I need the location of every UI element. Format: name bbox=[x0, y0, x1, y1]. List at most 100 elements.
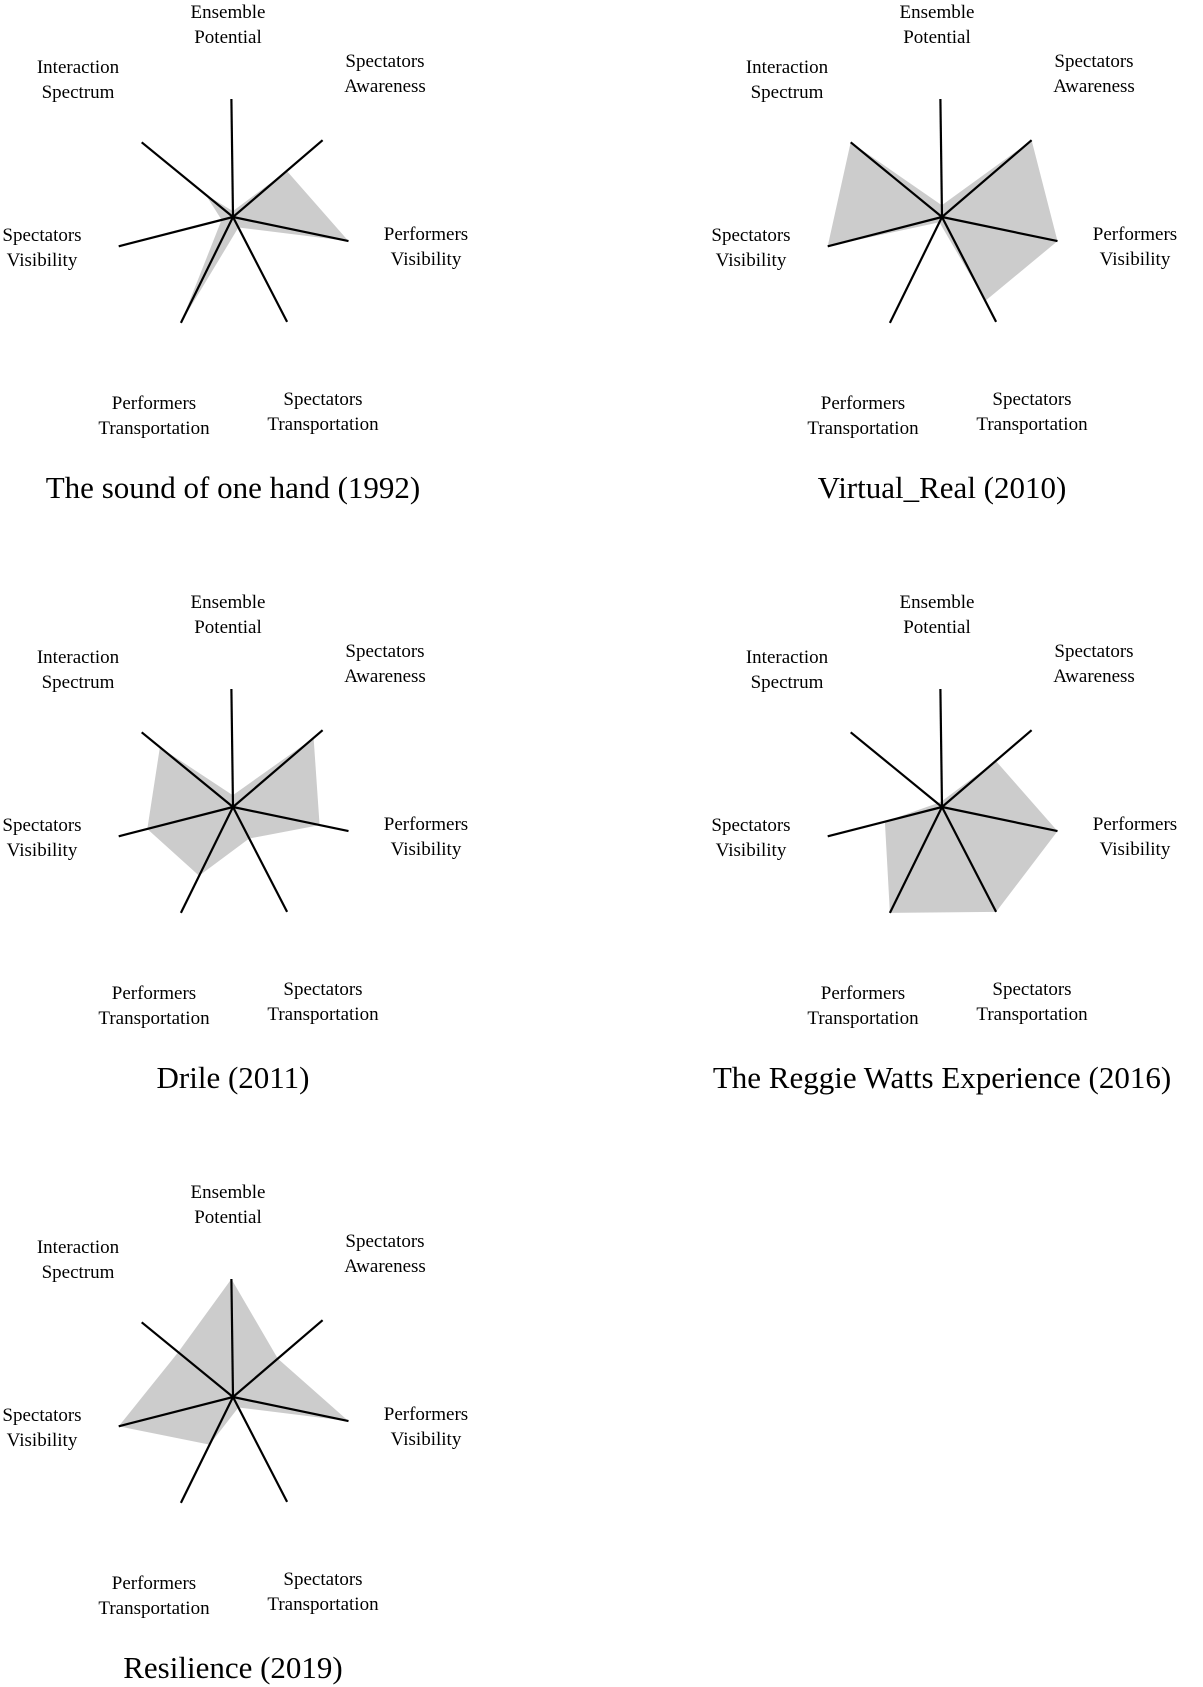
axis-label-line: Ensemble bbox=[191, 592, 266, 613]
axis-label-line: Awareness bbox=[344, 76, 426, 97]
axis-label: Spectators Awareness bbox=[344, 51, 426, 97]
axis-label-line: Visibility bbox=[391, 1429, 462, 1450]
axis-label: Performers Transportation bbox=[98, 983, 210, 1029]
axis-label-line: Spectators bbox=[992, 389, 1071, 410]
axis-label-line: Visibility bbox=[391, 839, 462, 860]
axis-spoke-5 bbox=[888, 216, 943, 324]
axis-label-line: Potential bbox=[194, 27, 262, 48]
axis-spoke-6 bbox=[118, 805, 234, 838]
axis-label-line: Potential bbox=[194, 617, 262, 638]
axis-label-line: Ensemble bbox=[900, 2, 975, 23]
axis-spoke-6 bbox=[827, 215, 943, 248]
axis-label-line: Visibility bbox=[7, 1430, 78, 1451]
chart-title: Resilience (2019) bbox=[123, 1650, 343, 1685]
chart-title: The Reggie Watts Experience (2016) bbox=[713, 1060, 1171, 1095]
axis-label: Performers Transportation bbox=[98, 393, 210, 439]
axis-label-line: Spectators bbox=[711, 815, 790, 836]
axis-label-line: Performers bbox=[112, 983, 196, 1004]
axis-label-line: Transportation bbox=[98, 1008, 210, 1029]
axis-label-line: Spectrum bbox=[42, 82, 115, 103]
axis-label-line: Transportation bbox=[976, 414, 1088, 435]
axis-label: Ensemble Potential bbox=[191, 592, 266, 638]
axis-label: Spectators Transportation bbox=[976, 389, 1088, 435]
chart-title: The sound of one hand (1992) bbox=[46, 470, 421, 505]
axis-label: Performers Visibility bbox=[384, 814, 468, 860]
axis-label-line: Transportation bbox=[807, 1008, 919, 1029]
axis-spoke-4 bbox=[232, 1396, 289, 1503]
axis-label-line: Spectators bbox=[2, 1405, 81, 1426]
axis-label-line: Spectators bbox=[283, 979, 362, 1000]
axis-label: Spectators Visibility bbox=[711, 225, 790, 271]
axis-spoke-3 bbox=[232, 215, 349, 243]
axis-label: Interaction Spectrum bbox=[746, 647, 829, 693]
chart-title: Virtual_Real (2010) bbox=[818, 470, 1067, 505]
axis-label-line: Visibility bbox=[7, 250, 78, 271]
axis-spoke-5 bbox=[179, 806, 234, 914]
axis-label-line: Performers bbox=[384, 1404, 468, 1425]
axis-label-line: Ensemble bbox=[191, 1182, 266, 1203]
axis-spoke-6 bbox=[827, 805, 943, 838]
axis-label-line: Spectators bbox=[345, 1231, 424, 1252]
axis-label: Spectators Visibility bbox=[2, 815, 81, 861]
axis-label: Performers Transportation bbox=[807, 983, 919, 1029]
axis-spoke-5 bbox=[888, 806, 943, 914]
axis-label: Performers Visibility bbox=[1093, 224, 1177, 270]
axis-spoke-2 bbox=[941, 139, 1033, 218]
axis-spoke-2 bbox=[941, 729, 1033, 808]
axis-label-line: Transportation bbox=[267, 414, 379, 435]
axis-spoke-3 bbox=[941, 215, 1058, 243]
axis-spoke-3 bbox=[232, 805, 349, 833]
axis-spoke-4 bbox=[232, 806, 289, 913]
axis-label: Spectators Visibility bbox=[2, 1405, 81, 1451]
axis-label-line: Spectrum bbox=[42, 1262, 115, 1283]
axis-label-line: Spectators bbox=[345, 51, 424, 72]
axis-label-line: Spectators bbox=[1054, 51, 1133, 72]
axis-label-line: Visibility bbox=[391, 249, 462, 270]
axis-spoke-7 bbox=[850, 731, 943, 808]
axis-label-line: Performers bbox=[1093, 814, 1177, 835]
axis-label-line: Interaction bbox=[37, 647, 120, 668]
axis-label-line: Performers bbox=[384, 224, 468, 245]
axis-label: Spectators Awareness bbox=[344, 641, 426, 687]
radar-chart-2: Ensemble Potential Spectators Awareness Perf… bbox=[711, 2, 1177, 505]
axis-label: Spectators Awareness bbox=[1053, 51, 1135, 97]
axis-label-line: Visibility bbox=[7, 840, 78, 861]
axis-spoke-6 bbox=[118, 1395, 234, 1428]
axis-label: Spectators Transportation bbox=[267, 1569, 379, 1615]
axis-spoke-6 bbox=[118, 215, 234, 248]
axis-label-line: Spectrum bbox=[42, 672, 115, 693]
radar-chart-4: Ensemble Potential Spectators Awareness Perf… bbox=[711, 592, 1177, 1095]
axis-label-line: Performers bbox=[384, 814, 468, 835]
axis-label-line: Interaction bbox=[746, 57, 829, 78]
axis-label-line: Performers bbox=[821, 983, 905, 1004]
axis-label: Performers Visibility bbox=[1093, 814, 1177, 860]
axis-spoke-2 bbox=[232, 729, 324, 808]
axis-label-line: Ensemble bbox=[900, 592, 975, 613]
axis-label-line: Visibility bbox=[716, 840, 787, 861]
axis-spoke-3 bbox=[232, 1395, 349, 1423]
axis-label: Performers Transportation bbox=[807, 393, 919, 439]
axis-spoke-4 bbox=[941, 216, 998, 323]
axis-label: Spectators Awareness bbox=[344, 1231, 426, 1277]
axis-spoke-7 bbox=[141, 141, 234, 218]
axis-label: Spectators Awareness bbox=[1053, 641, 1135, 687]
axis-label-line: Transportation bbox=[976, 1004, 1088, 1025]
axis-label: Spectators Transportation bbox=[976, 979, 1088, 1025]
axis-label-line: Awareness bbox=[1053, 76, 1135, 97]
axis-label-line: Performers bbox=[821, 393, 905, 414]
axis-label: Performers Transportation bbox=[98, 1573, 210, 1619]
axis-label-line: Performers bbox=[112, 1573, 196, 1594]
axis-spoke-7 bbox=[141, 1321, 234, 1398]
axis-label-line: Interaction bbox=[37, 1237, 120, 1258]
axis-label-line: Spectrum bbox=[751, 672, 824, 693]
axis-label-line: Spectators bbox=[711, 225, 790, 246]
axis-label: Spectators Transportation bbox=[267, 389, 379, 435]
axis-spoke-7 bbox=[850, 141, 943, 218]
axis-spoke-5 bbox=[179, 216, 234, 324]
axis-label-line: Spectators bbox=[283, 1569, 362, 1590]
axis-spoke-1 bbox=[230, 688, 235, 808]
axis-label: Spectators Visibility bbox=[711, 815, 790, 861]
axis-label-line: Interaction bbox=[37, 57, 120, 78]
axis-label-line: Potential bbox=[194, 1207, 262, 1228]
